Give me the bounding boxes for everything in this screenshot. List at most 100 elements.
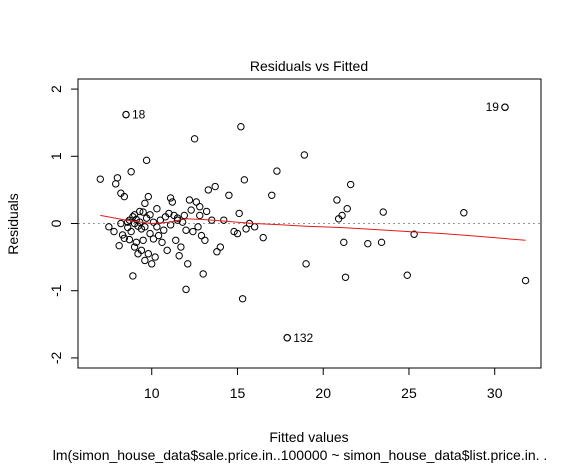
data-point: [196, 211, 204, 220]
data-point: [132, 238, 141, 247]
data-point: [184, 260, 192, 268]
data-point: [225, 191, 233, 199]
point-labels: 18 19 132: [132, 100, 499, 345]
data-point: [178, 218, 187, 226]
data-point: [192, 198, 201, 206]
data-point: [216, 243, 225, 251]
data-point: [113, 174, 122, 182]
data-point: [153, 223, 161, 231]
x-tick-label: 30: [487, 385, 503, 401]
data-point: [153, 205, 161, 213]
data-point: [148, 260, 156, 268]
data-point: [137, 246, 146, 255]
data-point: [120, 234, 129, 242]
data-point: [338, 211, 346, 220]
data-point: [158, 238, 166, 247]
data-point: [96, 175, 104, 183]
data-point: [410, 230, 418, 238]
data-point: [141, 256, 149, 265]
y-tick-label: 2: [48, 85, 64, 93]
x-axis: 10 15 20 25 30: [144, 367, 503, 401]
data-point: [379, 208, 387, 216]
data-point: [124, 218, 132, 226]
point-label: 19: [486, 100, 500, 114]
data-point: [202, 207, 211, 216]
data-point: [146, 211, 154, 219]
data-point: [141, 223, 149, 231]
x-tick-label: 15: [230, 385, 246, 401]
data-point: [110, 227, 118, 236]
data-point: [163, 246, 171, 255]
data-point: [142, 156, 151, 165]
data-point: [173, 214, 182, 222]
data-point: [180, 211, 189, 220]
point-label: 132: [293, 331, 313, 345]
data-point: [302, 260, 310, 268]
data-point: [172, 236, 180, 245]
y-tick-label: 1: [48, 152, 64, 160]
data-point: [122, 110, 130, 119]
data-point: [213, 248, 221, 256]
data-point: [377, 238, 386, 247]
data-point: [242, 225, 250, 233]
data-point: [460, 209, 468, 217]
data-point: [364, 239, 372, 248]
data-point: [189, 227, 197, 236]
data-point: [130, 211, 139, 219]
data-point: [340, 238, 348, 247]
data-point: [144, 250, 153, 258]
data-point: [115, 241, 123, 250]
data-point: [130, 243, 139, 251]
data-point: [151, 253, 159, 261]
y-tick-label: -1: [48, 284, 64, 297]
data-point: [220, 216, 228, 224]
data-point: [273, 167, 281, 175]
data-point: [341, 273, 350, 281]
data-point: [130, 219, 139, 228]
data-point: [235, 209, 243, 218]
data-point: [139, 236, 147, 245]
data-point: [129, 272, 137, 280]
data-point: [204, 186, 213, 194]
data-point: [136, 207, 144, 216]
data-point: [250, 223, 259, 231]
data-point: [521, 276, 530, 285]
data-point: [175, 252, 183, 260]
data-point: [146, 229, 154, 238]
data-point: [259, 233, 267, 242]
point-label: 18: [132, 108, 146, 122]
x-tick-label: 25: [401, 385, 417, 401]
y-tick-label: -2: [48, 351, 64, 364]
data-point: [237, 123, 245, 131]
data-point: [177, 243, 185, 251]
data-point: [201, 236, 209, 245]
y-axis-label: Residuals: [5, 193, 21, 254]
data-point: [112, 180, 120, 188]
data-point: [160, 226, 168, 234]
data-point: [240, 176, 249, 184]
data-point: [194, 223, 202, 231]
data-point: [233, 229, 242, 238]
y-tick-label: 0: [48, 219, 64, 227]
data-point: [182, 285, 190, 294]
data-point: [185, 196, 194, 204]
data-point: [196, 202, 204, 211]
data-point: [141, 199, 149, 208]
x-axis-label: Fitted values: [269, 429, 348, 445]
data-point: [343, 205, 351, 213]
x-tick-label: 20: [315, 385, 331, 401]
data-point: [238, 295, 247, 303]
data-point: [127, 168, 135, 176]
data-point: [166, 194, 175, 202]
data-points: [96, 103, 530, 342]
data-point: [168, 198, 177, 206]
data-point: [117, 219, 125, 228]
model-formula-caption: lm(simon_house_data$sale.price.in..10000…: [53, 447, 548, 463]
data-point: [403, 271, 411, 279]
data-point: [144, 192, 153, 201]
data-point: [300, 151, 309, 159]
data-point: [283, 334, 291, 342]
data-point: [182, 226, 190, 234]
data-point: [165, 209, 173, 218]
data-point: [127, 227, 135, 236]
